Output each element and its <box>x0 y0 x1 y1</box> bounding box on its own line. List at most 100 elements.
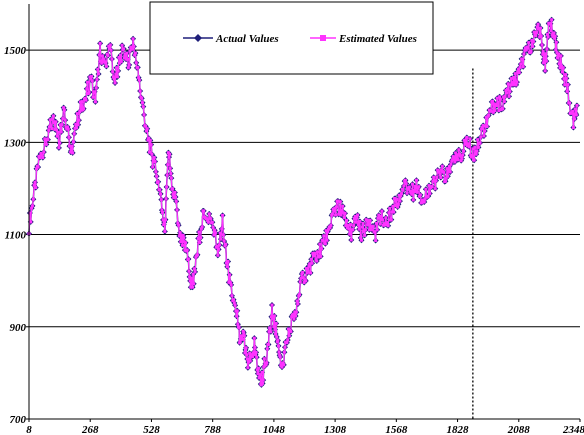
estimated-point <box>217 243 221 247</box>
estimated-point <box>97 53 101 57</box>
estimated-point <box>93 90 97 94</box>
y-tick-label: 1300 <box>4 137 27 149</box>
estimated-point <box>127 63 131 67</box>
estimated-point <box>505 91 509 95</box>
estimated-point <box>232 301 236 305</box>
estimated-point <box>538 35 542 39</box>
estimated-point <box>572 112 576 116</box>
estimated-point <box>62 106 66 110</box>
estimated-point <box>434 179 438 183</box>
estimated-point <box>138 89 142 93</box>
estimated-point <box>451 158 455 162</box>
estimated-point <box>376 216 380 220</box>
estimated-point <box>388 206 392 210</box>
estimated-point <box>71 140 75 144</box>
estimated-point <box>559 54 563 58</box>
estimated-point <box>258 375 262 379</box>
estimated-point <box>91 95 95 99</box>
estimated-point <box>145 127 149 131</box>
estimated-point <box>114 72 118 76</box>
estimated-point <box>521 65 525 69</box>
estimated-point <box>301 271 305 275</box>
estimated-point <box>401 188 405 192</box>
estimated-point <box>427 184 431 188</box>
x-tick-label: 1048 <box>263 424 286 435</box>
estimated-point <box>104 61 108 65</box>
estimated-point <box>390 210 394 214</box>
estimated-point <box>347 227 351 231</box>
estimated-point <box>530 38 534 42</box>
y-tick-label: 700 <box>10 414 27 426</box>
estimated-point <box>515 80 519 84</box>
estimated-point <box>94 86 98 90</box>
estimated-point <box>189 285 193 289</box>
estimated-point <box>57 146 61 150</box>
estimated-point <box>404 182 408 186</box>
estimated-point <box>31 197 35 201</box>
estimated-point <box>475 149 479 153</box>
estimated-point <box>396 205 400 209</box>
estimated-point <box>318 242 322 246</box>
estimated-point <box>409 191 413 195</box>
estimated-point <box>242 334 246 338</box>
x-tick-label: 788 <box>204 424 221 435</box>
estimated-point <box>553 36 557 40</box>
x-axis-ticks: 8 268 528 788 1048 1308 1568 1828 2088 2348 <box>26 419 584 435</box>
estimated-point <box>522 52 526 56</box>
estimated-point <box>383 222 387 226</box>
estimated-point <box>421 198 425 202</box>
estimated-point <box>165 173 169 177</box>
estimated-point <box>289 329 293 333</box>
estimated-point <box>519 62 523 66</box>
estimated-point <box>283 345 287 349</box>
estimated-point <box>570 111 574 115</box>
estimated-point <box>349 238 353 242</box>
estimated-point <box>48 118 52 122</box>
estimated-point <box>385 223 389 227</box>
estimated-point <box>442 170 446 174</box>
estimated-point <box>331 207 335 211</box>
estimated-point <box>168 152 172 156</box>
estimated-point <box>509 77 513 81</box>
estimated-point <box>161 210 165 214</box>
estimated-point <box>251 355 255 359</box>
estimated-point <box>565 89 569 93</box>
estimated-point <box>256 366 260 370</box>
estimated-point <box>276 338 280 342</box>
estimated-point <box>282 363 286 367</box>
estimated-point <box>316 250 320 254</box>
estimated-point <box>166 163 170 167</box>
estimated-point <box>443 179 447 183</box>
estimated-point <box>374 221 378 225</box>
estimated-point <box>255 368 259 372</box>
estimated-point <box>242 331 246 335</box>
estimated-point <box>471 147 475 151</box>
estimated-point <box>212 233 216 237</box>
estimated-point <box>462 138 466 142</box>
estimated-point <box>126 66 130 70</box>
estimated-point <box>215 244 219 248</box>
estimated-point <box>344 224 348 228</box>
estimated-point <box>458 152 462 156</box>
estimated-point <box>479 135 483 139</box>
estimated-point <box>373 230 377 234</box>
estimated-point <box>309 257 313 261</box>
estimated-point <box>405 191 409 195</box>
estimated-point <box>191 285 195 289</box>
estimated-point <box>336 199 340 203</box>
estimated-point <box>206 219 210 223</box>
estimated-point <box>468 137 472 141</box>
estimated-point <box>438 173 442 177</box>
estimated-point <box>166 151 170 155</box>
estimated-point <box>516 67 520 71</box>
estimated-point <box>440 168 444 172</box>
estimated-point <box>247 357 251 361</box>
estimated-point <box>246 366 250 370</box>
estimated-point <box>35 167 39 171</box>
estimated-point <box>164 197 168 201</box>
estimated-point <box>292 317 296 321</box>
estimated-point <box>213 228 217 232</box>
estimated-point <box>414 190 418 194</box>
estimated-point <box>454 151 458 155</box>
estimated-point <box>233 303 237 307</box>
